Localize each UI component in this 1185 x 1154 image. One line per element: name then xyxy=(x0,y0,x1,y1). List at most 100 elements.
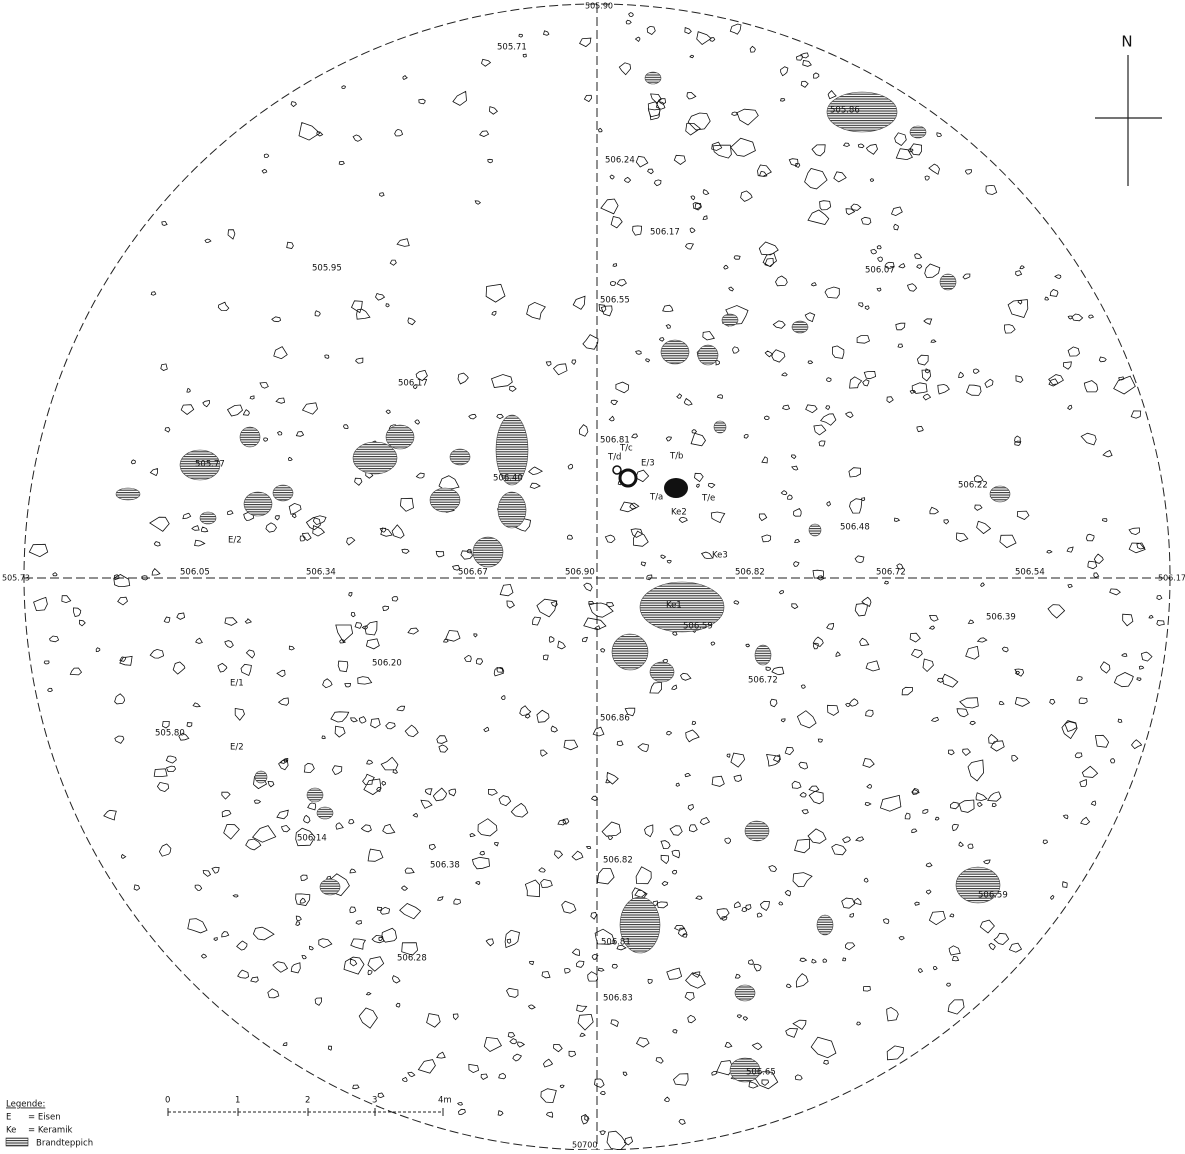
burn-patch xyxy=(611,633,649,671)
burn-patch xyxy=(429,487,461,513)
elevation: 506.82 xyxy=(735,568,765,578)
scale-label: 0 xyxy=(165,1096,170,1106)
burn-layer xyxy=(115,71,1011,1083)
burn-patch xyxy=(744,820,770,842)
elevation: 506.72 xyxy=(748,676,778,686)
burn-patch xyxy=(754,644,772,666)
axis-label: 506.17 xyxy=(1158,574,1185,583)
burn-patch xyxy=(644,71,662,85)
north-arrow: N xyxy=(1095,33,1162,186)
burn-patch xyxy=(316,806,334,820)
elevation: 505.77 xyxy=(195,460,225,470)
elevation: 505.80 xyxy=(155,729,185,739)
elevation: 506.72 xyxy=(876,568,906,578)
burn-patch xyxy=(729,1057,761,1083)
burn-patch xyxy=(734,984,756,1002)
elevation: 506.17 xyxy=(650,228,680,238)
elevation: 506.07 xyxy=(865,266,895,276)
burn-patch xyxy=(939,273,957,291)
burn-patch xyxy=(179,449,221,481)
burn-patch xyxy=(239,426,261,448)
burn-patch xyxy=(319,878,341,896)
north-label: N xyxy=(1121,33,1132,51)
elevation: 506.22 xyxy=(958,481,988,491)
burn-patch xyxy=(826,91,898,133)
elevation: 506.24 xyxy=(605,156,635,166)
find-label: Ke1 xyxy=(666,601,682,611)
elevation: 506.39 xyxy=(986,613,1016,623)
burn-patch xyxy=(272,484,294,502)
legend-title: Legende: xyxy=(6,1100,45,1110)
burn-patch xyxy=(385,424,415,450)
find-label: Ke3 xyxy=(712,551,728,561)
burn-patch xyxy=(495,414,529,486)
burn-patch xyxy=(989,485,1011,503)
stones-layer xyxy=(28,12,1165,1151)
burn-patch xyxy=(649,661,675,683)
elevation: 506.65 xyxy=(746,1068,776,1078)
burn-patch xyxy=(697,344,719,366)
burn-patch xyxy=(816,914,834,936)
elevation: 505.95 xyxy=(312,264,342,274)
elevation: 506.59 xyxy=(978,891,1008,901)
burn-patch xyxy=(243,491,273,517)
axis-label: 50700 xyxy=(572,1141,597,1150)
legend-text: Brandteppich xyxy=(36,1139,93,1149)
scale-label: 3 xyxy=(372,1096,377,1106)
burn-patch xyxy=(472,536,504,568)
burn-patch xyxy=(352,441,398,475)
burn-patch xyxy=(721,313,739,327)
scale-label: 2 xyxy=(305,1096,310,1106)
find-label: E/2 xyxy=(230,743,244,753)
find-label: T/e xyxy=(701,494,715,504)
burn-patch xyxy=(791,320,809,334)
find-ring xyxy=(612,465,622,475)
elevation: 505.86 xyxy=(830,106,860,116)
find-label: T/c xyxy=(619,444,633,454)
burn-patch xyxy=(199,511,217,525)
elevation: 506.05 xyxy=(180,568,210,578)
elevation: 506.81 xyxy=(601,938,631,948)
axis-label: 505.73 xyxy=(2,574,30,583)
elevation: 506.67 xyxy=(458,568,488,578)
scale-label: 1 xyxy=(235,1096,240,1106)
axis-label: 505.90 xyxy=(585,2,613,11)
legend-text: = Eisen xyxy=(28,1113,61,1123)
find-label: T/a xyxy=(649,493,663,503)
legend: Legende: E = Eisen Ke = Keramik Brandtep… xyxy=(5,1100,93,1149)
finds: E/2 T/d T/c E/3 T/b T/a T/e Ke2 Ke3 Ke1 … xyxy=(228,444,728,753)
elevation: 506.54 xyxy=(1015,568,1045,578)
find-ring xyxy=(618,468,638,488)
elevation: 506.14 xyxy=(297,834,327,844)
burn-patch xyxy=(115,487,141,501)
burn-patch xyxy=(955,866,1001,904)
find-label: E/3 xyxy=(641,459,655,469)
find-label: T/b xyxy=(669,452,683,462)
find-label: E/2 xyxy=(228,536,242,546)
elevations: 505.71 506.24 505.86 506.17 505.95 506.5… xyxy=(155,43,1045,1078)
find-blob xyxy=(664,478,688,498)
burn-patch xyxy=(808,523,822,537)
elevation: 506.81 xyxy=(600,436,630,446)
legend-abbr: Ke xyxy=(6,1126,16,1136)
burn-patch xyxy=(619,896,661,954)
find-label: T/d xyxy=(607,453,621,463)
elevation: 506.82 xyxy=(603,856,633,866)
elevation: 506.20 xyxy=(372,659,402,669)
elevation: 506.86 xyxy=(600,714,630,724)
elevation: 506.38 xyxy=(430,861,460,871)
elevation: 505.71 xyxy=(497,43,527,53)
stones xyxy=(28,12,1165,1151)
burn-patch xyxy=(449,448,471,466)
burn-patch xyxy=(639,581,725,633)
scale-bar: 0 1 2 3 4m xyxy=(165,1096,452,1116)
scale-label: 4m xyxy=(438,1096,452,1106)
legend-abbr: E xyxy=(6,1113,11,1123)
elevation: 506.90 xyxy=(565,568,595,578)
elevation: 506.83 xyxy=(603,994,633,1004)
elevation: 506.17 xyxy=(398,379,428,389)
elevation: 506.48 xyxy=(840,523,870,533)
